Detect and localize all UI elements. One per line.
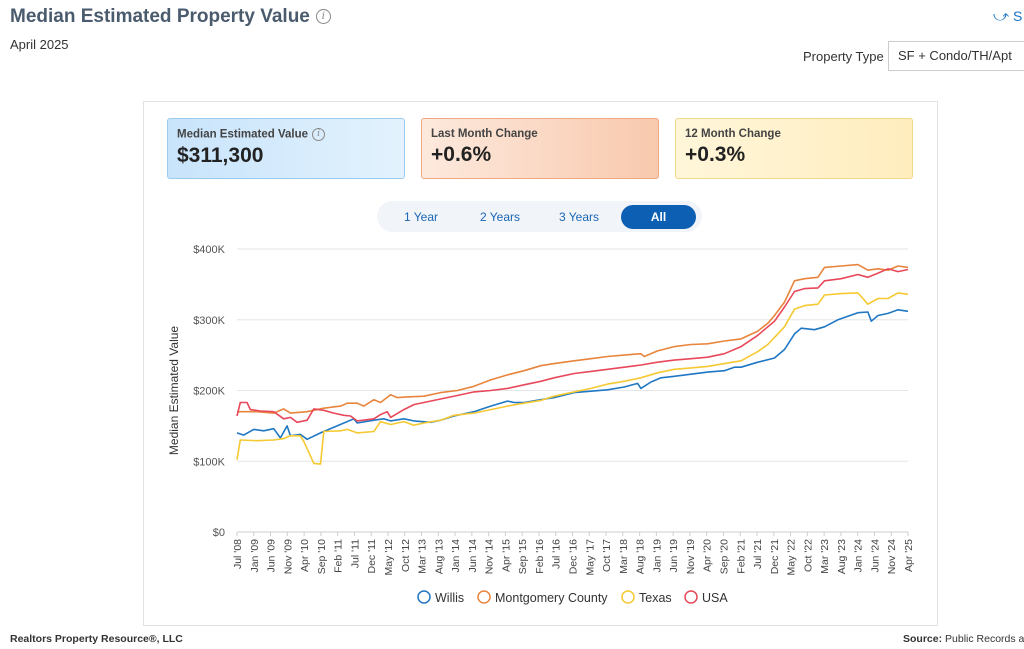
- kpi-value: +0.3%: [685, 143, 746, 166]
- x-tick-label: May '12: [383, 539, 395, 576]
- x-tick-label: Apr '25: [903, 539, 915, 572]
- y-tick-label: $400K: [193, 244, 225, 256]
- info-icon[interactable]: i: [315, 9, 331, 25]
- legend-marker: [477, 590, 491, 604]
- x-tick-label: Jun '14: [467, 539, 479, 573]
- x-tick-label: Apr '20: [702, 539, 714, 572]
- x-tick-label: Sep '20: [718, 539, 730, 574]
- x-tick-label: Jul '08: [232, 539, 244, 569]
- legend-label: Willis: [435, 591, 464, 605]
- x-tick-label: Nov '24: [886, 539, 898, 574]
- x-tick-label: Mar '23: [819, 539, 831, 574]
- share-label: S: [1013, 8, 1023, 24]
- kpi-value: +0.6%: [431, 143, 492, 166]
- y-tick-label: $0: [213, 527, 225, 539]
- x-tick-label: May '17: [584, 539, 596, 576]
- tab-3-years[interactable]: 3 Years: [558, 210, 600, 224]
- legend-label: Montgomery County: [495, 591, 608, 605]
- kpi-label-text: Median Estimated Value: [177, 128, 309, 141]
- x-tick-label: Feb '16: [534, 539, 546, 574]
- kpi-label: Last Month Change: [431, 128, 538, 140]
- x-tick-label: May '22: [786, 539, 798, 576]
- page-subtitle: April 2025: [10, 37, 69, 52]
- kpi-label: Median Estimated Value i: [177, 128, 395, 141]
- x-tick-label: Dec '16: [568, 539, 580, 574]
- x-tick-label: Aug '13: [433, 539, 445, 574]
- x-tick-label: Dec '11: [366, 539, 378, 574]
- footer-source: Source: Public Records ar: [903, 633, 1024, 645]
- tab-1-year[interactable]: 1 Year: [403, 210, 439, 224]
- tab-2-years[interactable]: 2 Years: [479, 210, 521, 224]
- tab-all[interactable]: All: [621, 205, 696, 229]
- x-tick-label: Jul '11: [349, 539, 361, 568]
- property-type-label: Property Type: [803, 49, 884, 64]
- x-tick-label: Jan '14: [450, 539, 462, 573]
- kpi-last-month-change: Last Month Change +0.6%: [421, 118, 659, 179]
- legend-label: Texas: [639, 591, 672, 605]
- x-tick-label: Jan '09: [249, 539, 261, 573]
- y-tick-label: $100K: [193, 456, 225, 468]
- legend-marker: [417, 590, 431, 604]
- kpi-median-value: Median Estimated Value i $311,300: [167, 118, 405, 179]
- footer-attribution: Realtors Property Resource®, LLC: [10, 633, 183, 645]
- x-tick-label: Aug '18: [635, 539, 647, 574]
- page-title-text: Median Estimated Property Value: [10, 6, 310, 27]
- page-title: Median Estimated Property Value i: [10, 6, 331, 28]
- footer-source-label: Source:: [903, 633, 943, 645]
- series-line-texas: [236, 292, 909, 465]
- x-tick-label: Dec '21: [769, 539, 781, 574]
- x-tick-label: Apr '15: [500, 539, 512, 572]
- x-tick-label: Jun '09: [266, 539, 278, 573]
- x-tick-label: Oct '12: [400, 539, 412, 572]
- x-tick-label: Feb '21: [735, 539, 747, 574]
- x-tick-label: Feb '11: [333, 539, 345, 573]
- y-tick-label: $200K: [193, 386, 225, 398]
- kpi-label: 12 Month Change: [685, 128, 781, 140]
- y-tick-label: $300K: [193, 315, 225, 327]
- line-chart: $0 $100K $200K $300K $400K Jul '08 Jan '09 Jun …: [167, 244, 915, 605]
- x-tick-label: Nov '19: [685, 539, 697, 574]
- range-tabs: 1 Year 2 Years 3 Years All: [377, 201, 702, 232]
- x-tick-label: Aug '23: [836, 539, 848, 574]
- legend-marker: [684, 590, 698, 604]
- x-tick-label: Mar '18: [618, 539, 630, 574]
- info-icon[interactable]: i: [312, 128, 326, 141]
- x-tick-label: Jun '24: [869, 539, 881, 573]
- x-tick-label: Jan '24: [853, 539, 865, 573]
- chart-panel: [143, 101, 938, 626]
- series-line-montgomery-county: [237, 263, 909, 414]
- share-button[interactable]: ⤻ S: [993, 8, 1022, 25]
- x-tick-label: Nov '14: [484, 539, 496, 574]
- kpi-value: $311,300: [177, 144, 264, 167]
- y-axis-label: Median Estimated Value: [167, 326, 181, 456]
- legend-label: USA: [702, 591, 728, 605]
- x-tick-label: Jun '19: [668, 539, 680, 573]
- x-tick-label: Oct '17: [601, 539, 613, 572]
- x-tick-label: Jan '19: [651, 539, 663, 573]
- x-tick-label: Jul '16: [551, 539, 563, 569]
- series-line-willis: [236, 309, 909, 441]
- series-line-usa: [236, 268, 909, 424]
- footer-source-value: Public Records ar: [945, 633, 1024, 645]
- x-tick-label: Sep '10: [316, 539, 328, 574]
- share-icon: ⤻: [993, 8, 1010, 25]
- x-tick-label: Jul '21: [752, 539, 764, 569]
- x-tick-label: Apr '10: [299, 539, 311, 572]
- legend-marker: [621, 590, 635, 604]
- property-type-select[interactable]: SF + Condo/TH/Apt: [888, 41, 1024, 71]
- x-tick-label: Oct '22: [802, 539, 814, 572]
- x-tick-label: Sep '15: [517, 539, 529, 574]
- x-tick-label: Nov '09: [282, 539, 294, 574]
- x-tick-label: Mar '13: [417, 539, 429, 574]
- kpi-12-month-change: 12 Month Change +0.3%: [675, 118, 913, 179]
